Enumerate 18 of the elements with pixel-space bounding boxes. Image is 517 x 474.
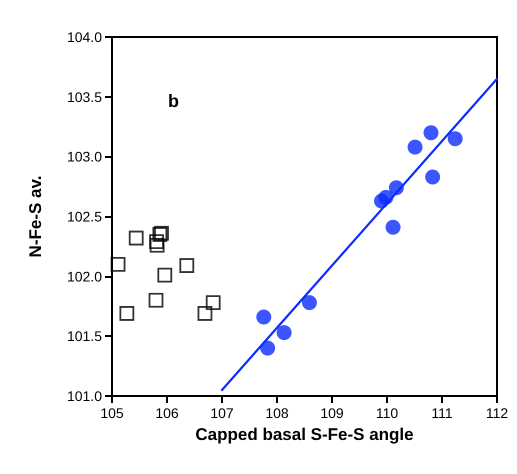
x-tick-label: 111 (431, 405, 453, 421)
y-tick-label: 102.0 (66, 268, 102, 284)
x-tick-label: 106 (155, 405, 179, 421)
x-tick-label: 109 (320, 405, 344, 421)
x-tick-label: 108 (265, 405, 289, 421)
y-tick-label: 101.0 (66, 388, 102, 404)
annotation: b (168, 91, 179, 111)
x-tick-label: 105 (100, 405, 124, 421)
y-axis-title: N-Fe-S av. (26, 176, 45, 258)
x-tick-label: 112 (486, 405, 508, 421)
x-tick-label: 107 (210, 405, 234, 421)
y-tick-label: 103.5 (66, 88, 102, 105)
y-tick-label: 101.5 (66, 328, 102, 344)
y-tick-label: 103.0 (66, 148, 102, 165)
x-tick-label: 110 (376, 405, 398, 421)
y-tick-label: 102.5 (66, 208, 102, 224)
x-axis-title: Capped basal S-Fe-S angle (195, 425, 414, 444)
y-tick-label: 104.0 (66, 29, 102, 45)
